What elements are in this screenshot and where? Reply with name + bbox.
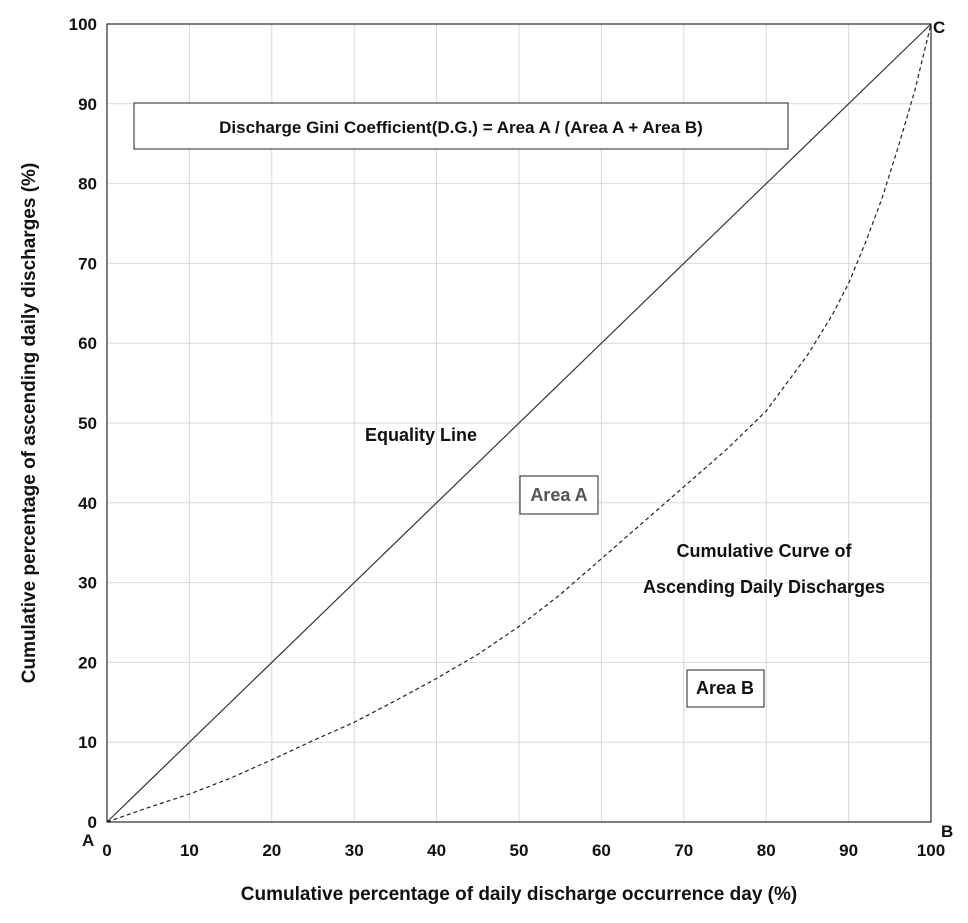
formula-text: Discharge Gini Coefficient(D.G.) = Area … (219, 118, 703, 137)
equality-line (106, 23, 932, 823)
y-tick-label-40: 40 (78, 494, 97, 513)
x-tick-label-100: 100 (917, 841, 945, 860)
area-a-label: Area A (530, 485, 587, 505)
y-tick-label-90: 90 (78, 95, 97, 114)
tick-labels: 0 10 20 30 40 50 60 70 80 90 100 0 10 20 30 40 50 60 70 80 9… (69, 15, 946, 860)
y-tick-label-50: 50 (78, 414, 97, 433)
corner-label-b: B (941, 822, 953, 841)
curve-label-line-2: Ascending Daily Discharges (643, 577, 885, 597)
formula-box (133, 102, 789, 150)
y-tick-label-80: 80 (78, 175, 97, 194)
y-tick-label-10: 10 (78, 733, 97, 752)
x-tick-label-50: 50 (510, 841, 529, 860)
y-axis-title: Cumulative percentage of ascending daily… (19, 163, 40, 684)
x-tick-label-90: 90 (839, 841, 858, 860)
y-tick-label-30: 30 (78, 574, 97, 593)
x-tick-label-0: 0 (102, 841, 111, 860)
area-a-box (519, 475, 599, 515)
area-b-label: Area B (696, 678, 754, 698)
y-tick-label-70: 70 (78, 254, 97, 273)
x-tick-label-10: 10 (180, 841, 199, 860)
y-tick-label-60: 60 (78, 334, 97, 353)
plot-frame (106, 23, 932, 823)
y-tick-label-100: 100 (69, 15, 97, 34)
y-tick-label-0: 0 (88, 813, 97, 832)
x-tick-label-20: 20 (262, 841, 281, 860)
x-axis-title: Cumulative percentage of daily discharge… (241, 884, 797, 905)
area-b-box (686, 669, 765, 708)
x-tick-label-30: 30 (345, 841, 364, 860)
x-tick-label-40: 40 (427, 841, 446, 860)
corner-label-a: A (82, 831, 94, 850)
series-layer (106, 23, 932, 823)
x-tick-label-70: 70 (674, 841, 693, 860)
x-tick-label-60: 60 (592, 841, 611, 860)
y-tick-label-20: 20 (78, 653, 97, 672)
x-tick-label-80: 80 (757, 841, 776, 860)
cumulative-curve-line (106, 23, 932, 823)
equality-line-label: Equality Line (365, 425, 477, 445)
corner-label-c: C (933, 18, 945, 37)
curve-label-line-1: Cumulative Curve of (676, 541, 852, 561)
